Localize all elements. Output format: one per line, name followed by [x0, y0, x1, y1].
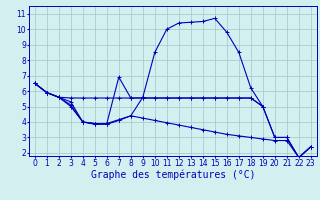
X-axis label: Graphe des températures (°C): Graphe des températures (°C)	[91, 169, 255, 180]
